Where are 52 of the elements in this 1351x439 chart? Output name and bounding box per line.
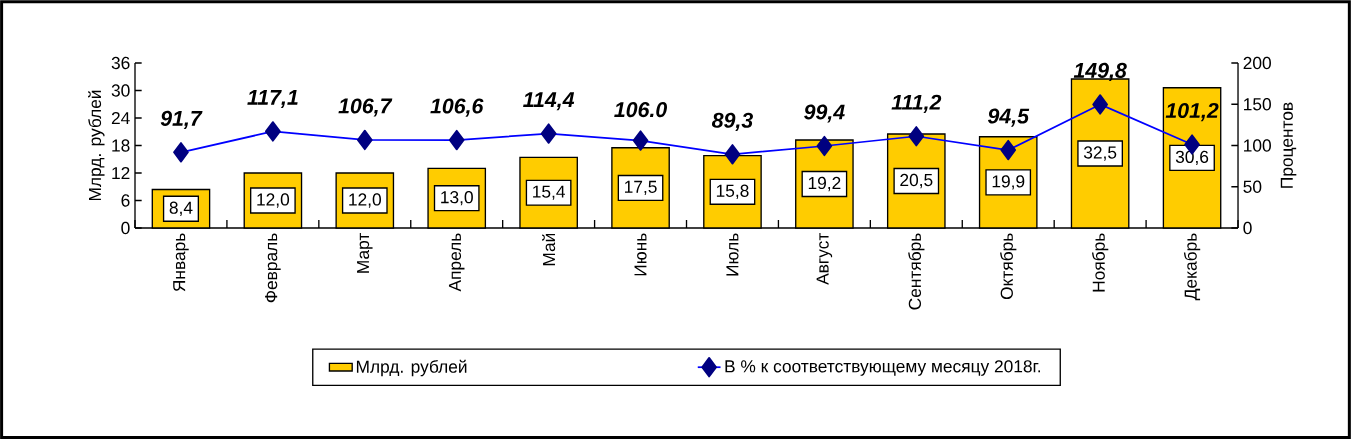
x-tick-label: Март (357, 232, 373, 273)
x-tick-label: Август (816, 232, 833, 285)
y-tick-label: 6 (121, 194, 130, 207)
data-label: 15,8 (716, 184, 749, 199)
data-label: 106.0 (614, 102, 668, 118)
data-label: 19,9 (992, 175, 1025, 190)
data-label: 111,2 (891, 94, 942, 113)
y-tick-label: 30 (111, 84, 130, 97)
x-tick-label: Декабрь (1183, 233, 1201, 301)
x-tick-label: Февраль (265, 233, 281, 303)
x-tick-label: Октябрь (1000, 233, 1017, 300)
x-tick-label: Июнь (634, 233, 647, 276)
y-tick-label: 18 (112, 139, 130, 152)
y2-tick-label: 0 (1243, 221, 1252, 235)
y2-tick-label: 150 (1244, 98, 1271, 111)
data-label: 89,3 (711, 112, 753, 131)
data-label: 101,2 (1165, 102, 1219, 122)
data-label: 32,5 (1083, 146, 1117, 161)
y-axis-title: Млрд. рублей (88, 90, 105, 201)
data-label: 94,5 (987, 108, 1030, 127)
data-label: 17,5 (625, 180, 657, 195)
data-label: 117,1 (247, 90, 298, 109)
y-tick-label: 36 (111, 56, 130, 70)
data-label: 12,0 (257, 193, 290, 208)
x-tick-label: Ноябрь (1091, 233, 1109, 292)
x-tick-label: Сентябрь (908, 233, 925, 310)
data-label: 13,0 (441, 191, 473, 206)
data-label: 19,2 (808, 176, 841, 192)
data-label: 106,6 (430, 98, 484, 117)
y-tick-label: 12 (112, 166, 130, 180)
data-label: 8,4 (169, 201, 193, 216)
legend-label: Млрд. рублей (356, 359, 467, 377)
y-tick-label: 24 (111, 111, 130, 125)
y2-tick-label: 200 (1243, 56, 1271, 70)
data-label: 12,0 (349, 193, 381, 208)
data-label: 15,4 (533, 185, 565, 200)
y2-tick-label: 50 (1243, 180, 1262, 193)
y2-axis-title: Процентов (1280, 102, 1297, 188)
x-tick-label: Май (542, 233, 556, 266)
data-label: 30,6 (1175, 150, 1209, 166)
data-label: 106,7 (338, 98, 393, 117)
data-label: 149,8 (1073, 62, 1127, 82)
x-tick-label: Июль (726, 233, 739, 276)
data-label: 99,4 (804, 104, 845, 123)
data-label: 20,5 (900, 173, 933, 189)
x-tick-label: Январь (173, 233, 189, 292)
data-label: 91,7 (160, 110, 203, 129)
y-tick-label: 0 (121, 221, 130, 235)
x-tick-label: Апрель (448, 233, 465, 292)
legend-label: В % к соответствующему месяцу 2018г. (725, 360, 1041, 376)
y2-tick-label: 100 (1244, 139, 1271, 152)
data-label: 114,4 (523, 92, 575, 111)
